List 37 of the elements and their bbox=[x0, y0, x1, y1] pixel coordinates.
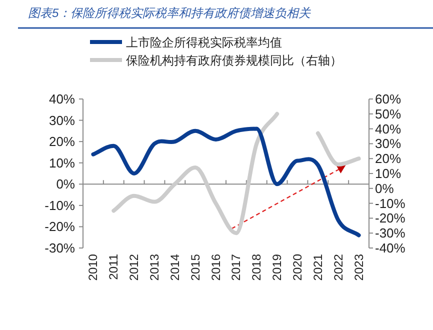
x-tick-label: 2017 bbox=[229, 254, 244, 281]
y-tick-label: -10% bbox=[44, 198, 76, 213]
x-tick-label: 2016 bbox=[208, 254, 223, 281]
line-series bbox=[91, 126, 361, 238]
y2-tick-label: -20% bbox=[375, 210, 406, 226]
x-tick-label: 2019 bbox=[270, 254, 284, 281]
y2-tick-label: 60% bbox=[375, 92, 402, 106]
y2-tick-label: 30% bbox=[375, 136, 402, 152]
x-tick-label: 2021 bbox=[310, 254, 325, 281]
legend-label: 上市险企所得税实际税率均值 bbox=[126, 36, 282, 50]
y2-tick-label: 20% bbox=[375, 151, 402, 166]
y2-tick-label: -30% bbox=[375, 226, 406, 241]
y2-tick-label: 10% bbox=[375, 166, 402, 181]
legend-label: 保险机构持有政府债券规模同比（右轴） bbox=[126, 54, 342, 68]
y2-tick-label: 40% bbox=[375, 121, 402, 136]
y-tick-label: -20% bbox=[44, 219, 76, 234]
y2-tick-label: -10% bbox=[375, 196, 406, 211]
x-tick-label: 2013 bbox=[148, 254, 162, 281]
x-tick-label: 2020 bbox=[290, 254, 304, 281]
x-tick-label: 2010 bbox=[86, 254, 100, 281]
chart-title: 图表5：保险所得税实际税率和持有政府债增速负相关 bbox=[28, 6, 312, 20]
x-tick-label: 2014 bbox=[168, 254, 182, 281]
x-tick-label: 2023 bbox=[352, 254, 366, 281]
y-tick-label: 40% bbox=[48, 92, 76, 106]
y2-tick-label: 50% bbox=[375, 106, 402, 122]
y-tick-label: -30% bbox=[44, 240, 76, 256]
y2-tick-label: -40% bbox=[375, 240, 406, 256]
x-tick-label: 2012 bbox=[127, 254, 142, 281]
x-tick-label: 2022 bbox=[331, 254, 346, 281]
y-tick-label: 30% bbox=[48, 112, 76, 128]
x-tick-label: 2015 bbox=[188, 254, 202, 281]
x-tick-label: 2018 bbox=[250, 254, 264, 281]
y-tick-label: 10% bbox=[48, 155, 76, 170]
x-tick-label: 2011 bbox=[106, 254, 121, 280]
y-tick-label: 20% bbox=[48, 134, 76, 150]
y2-tick-label: 0% bbox=[375, 180, 394, 196]
y-tick-label: 0% bbox=[56, 176, 76, 192]
